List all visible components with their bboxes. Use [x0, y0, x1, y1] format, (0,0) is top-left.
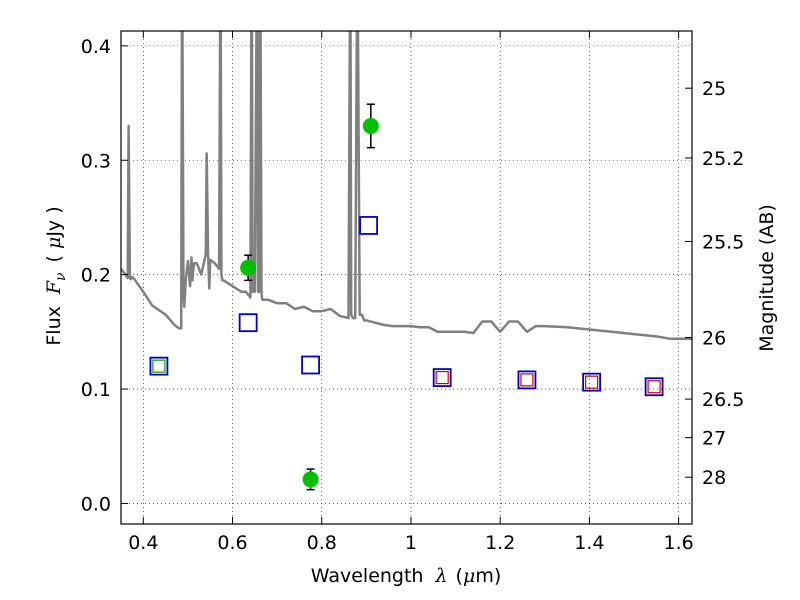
y-tick-label: 0.4 — [81, 36, 111, 58]
x-tick-label: 1.2 — [485, 532, 515, 554]
x-tick-label: 1.4 — [574, 532, 604, 554]
x-tick-label: 0.4 — [128, 532, 158, 554]
model-flux-square — [359, 216, 378, 235]
x-axis-ticks: 0.4 0.6 0.8 1 1.2 1.4 1.6 — [128, 31, 694, 554]
spectrum-line — [121, 31, 692, 340]
plot-clipped-group — [121, 31, 692, 491]
model-flux-square — [582, 372, 602, 392]
inner-flux-square — [585, 375, 599, 389]
magnitude-tick-label: 25 — [702, 78, 726, 100]
y-tick-label: 0.2 — [81, 265, 111, 287]
y-tick-label: 0.0 — [81, 493, 111, 515]
magnitude-tick-label: 26 — [702, 328, 726, 350]
secondary-y-axis-label: Magnitude (AB) — [756, 204, 778, 352]
model-flux-square — [149, 356, 169, 376]
magnitude-tick-label: 27 — [702, 428, 726, 450]
model-flux-square — [432, 368, 452, 387]
observed-flux-point — [302, 471, 319, 488]
x-axis-label: Wavelength λ (μm) — [311, 565, 501, 587]
magnitude-tick-label: 28 — [702, 467, 726, 489]
magnitude-tick-label: 25.2 — [702, 148, 744, 170]
inner-flux-square — [520, 373, 534, 387]
model-flux-square — [238, 313, 258, 333]
x-tick-label: 1 — [405, 532, 417, 554]
magnitude-axis-ticks: 25 25.2 25.5 26 26.5 27 28 — [685, 78, 744, 489]
plot-frame — [120, 30, 693, 525]
y-tick-label: 0.1 — [81, 379, 111, 401]
inner-flux-square — [435, 370, 449, 385]
axes-frame — [120, 30, 693, 525]
x-tick-label: 0.8 — [307, 532, 337, 554]
magnitude-tick-label: 25.5 — [702, 231, 744, 253]
magnitude-tick-label: 26.5 — [702, 389, 744, 411]
y-axis-ticks: 0.0 0.1 0.2 0.3 0.4 — [81, 36, 128, 515]
plot-area — [121, 31, 692, 491]
observed-flux-point — [240, 259, 257, 276]
y-tick-label: 0.3 — [81, 150, 111, 172]
model-flux-square — [644, 377, 664, 397]
inner-flux-square — [647, 380, 661, 394]
observed-flux-point — [362, 117, 379, 134]
model-flux-square — [301, 355, 320, 375]
x-tick-label: 0.6 — [217, 532, 247, 554]
inner-flux-square — [152, 359, 166, 373]
model-flux-square — [517, 370, 537, 390]
x-tick-label: 1.6 — [664, 532, 694, 554]
y-axis-label: FluxFν(μJy ) — [43, 206, 69, 345]
